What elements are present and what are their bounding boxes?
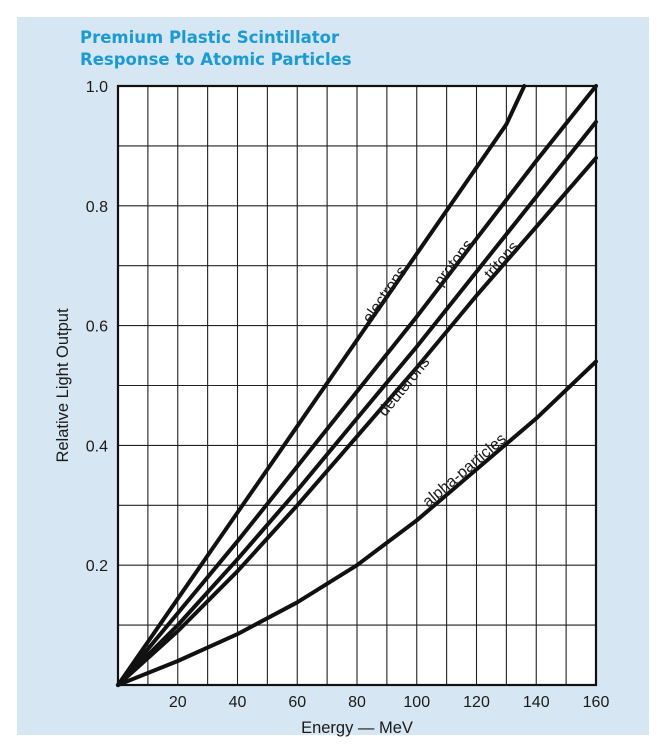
y-axis-label: Relative Light Output — [54, 308, 72, 463]
y-tick-label: 0.2 — [86, 558, 108, 575]
series-line-tritons — [116, 155, 598, 687]
x-tick-label: 100 — [403, 694, 430, 711]
x-tick-label: 60 — [288, 694, 306, 711]
x-tick-label: 80 — [348, 694, 366, 711]
y-tick-label: 0.6 — [86, 319, 108, 336]
y-tick-label: 0.8 — [86, 199, 108, 216]
x-axis-label: Energy — MeV — [301, 719, 413, 737]
chart-subtitle: Response to Atomic Particles — [80, 50, 352, 69]
series-line-protons — [116, 84, 598, 687]
axis-ticks: 20 40 60 80 100 120 140 160 0.2 0.4 0.6 0.8 1.0 — [86, 79, 610, 711]
chart-title: Premium Plastic Scintillator — [80, 28, 340, 47]
series-line-deuterons — [116, 119, 598, 687]
x-tick-label: 160 — [583, 694, 610, 711]
series-line-alpha-particles — [116, 359, 598, 687]
y-tick-label: 1.0 — [86, 79, 108, 96]
x-tick-label: 40 — [229, 694, 247, 711]
y-tick-label: 0.4 — [86, 438, 108, 455]
series-lines — [116, 84, 598, 687]
series-line-electrons — [116, 84, 527, 687]
x-tick-label: 140 — [523, 694, 550, 711]
chart-title-block: Premium Plastic Scintillator Response to… — [80, 27, 352, 71]
x-tick-label: 120 — [463, 694, 490, 711]
x-tick-label: 20 — [169, 694, 187, 711]
grid-lines — [118, 86, 596, 685]
plot-frame — [116, 84, 598, 687]
